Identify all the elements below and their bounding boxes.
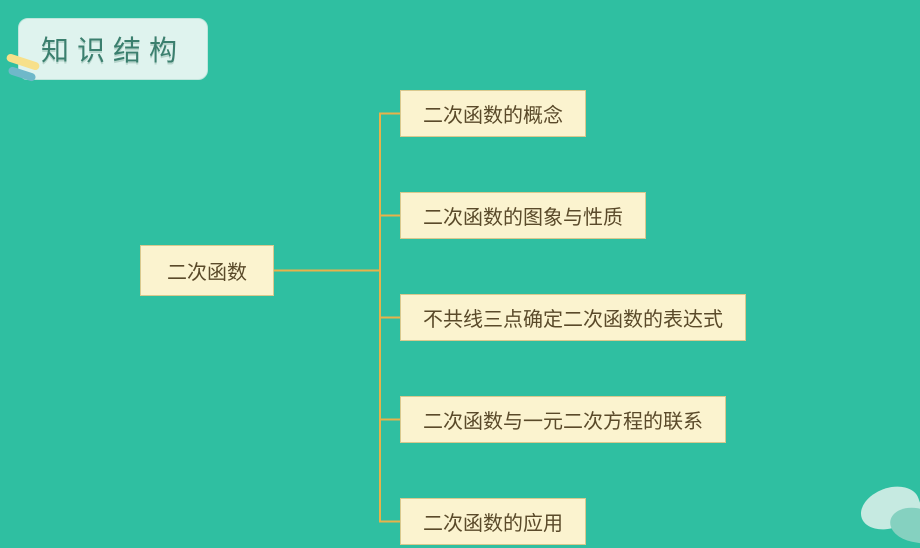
root-node: 二次函数	[140, 245, 274, 296]
header-title: 知识结构	[41, 35, 185, 66]
child-label: 二次函数的应用	[423, 513, 563, 535]
child-node: 二次函数的应用	[400, 498, 586, 545]
corner-plant-decor	[830, 468, 920, 548]
header-decor	[6, 66, 46, 96]
root-label: 二次函数	[167, 262, 247, 284]
child-node: 二次函数的图象与性质	[400, 192, 646, 239]
stage: 知识结构 二次函数 二次函数的概念二次函数的图象与性质不共线三点确定二次函数的表…	[0, 0, 920, 518]
child-node: 不共线三点确定二次函数的表达式	[400, 294, 746, 341]
child-label: 不共线三点确定二次函数的表达式	[423, 309, 723, 331]
children-column: 二次函数的概念二次函数的图象与性质不共线三点确定二次函数的表达式二次函数与一元二…	[400, 90, 746, 545]
child-node: 二次函数的概念	[400, 90, 586, 137]
child-label: 二次函数的图象与性质	[423, 207, 623, 229]
diagram: 二次函数 二次函数的概念二次函数的图象与性质不共线三点确定二次函数的表达式二次函…	[140, 90, 860, 490]
child-label: 二次函数与一元二次方程的联系	[423, 411, 703, 433]
header-badge: 知识结构	[18, 18, 208, 80]
child-label: 二次函数的概念	[423, 105, 563, 127]
child-node: 二次函数与一元二次方程的联系	[400, 396, 726, 443]
